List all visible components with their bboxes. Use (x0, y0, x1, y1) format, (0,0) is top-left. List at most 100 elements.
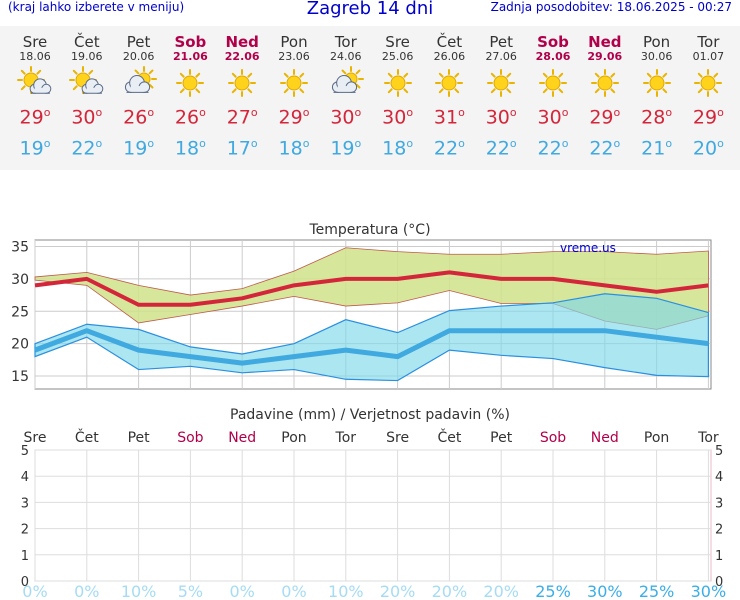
day-date: 22.06 (224, 50, 260, 63)
y-tick-label: 15 (11, 369, 29, 385)
precipitation-probability: 0% (22, 582, 47, 600)
precipitation-plot (34, 449, 712, 582)
x-tick-label: Pon (644, 430, 669, 446)
min-temperature: 19o (123, 137, 155, 160)
day-date: 19.06 (71, 50, 103, 63)
min-temperature: 18o (382, 137, 414, 160)
y-tick-label-left: 2 (21, 523, 29, 538)
day-name: Sre (385, 33, 410, 51)
x-tick-label: Čet (437, 428, 461, 446)
day-date: 18.06 (19, 50, 51, 63)
day-date: 30.06 (640, 50, 673, 63)
max-temperature: 26o (123, 106, 155, 129)
y-tick-label: 35 (11, 239, 29, 255)
min-temperature: 22o (589, 137, 621, 160)
sun-icon (423, 66, 475, 100)
day-column: Čet 26.06 31o 22o (423, 26, 475, 161)
day-column: Čet 19.06 30o 22o (61, 26, 113, 161)
max-temperature: 29o (589, 106, 621, 129)
sun-icon (527, 66, 579, 100)
sun-cloud-icon (9, 66, 61, 100)
day-column: Ned 22.06 27o 17o (216, 26, 268, 161)
temperature-plot (34, 239, 712, 390)
min-temperature: 22o (71, 137, 103, 160)
day-date: 29.06 (587, 50, 623, 63)
day-column: Tor 01.07 29o 20o (682, 26, 734, 161)
precipitation-probability: 20% (483, 582, 519, 600)
y-tick-label-left: 1 (21, 549, 29, 564)
day-column: Tor 24.06 30o 19o (320, 26, 372, 161)
x-tick-label: Sob (177, 430, 203, 446)
x-tick-label: Pet (490, 430, 513, 446)
max-temperature: 29o (692, 106, 724, 129)
day-column: Pet 20.06 26o 19o (113, 26, 165, 161)
x-tick-label: Tor (697, 430, 719, 446)
day-column: Sre 25.06 30o 18o (372, 26, 424, 161)
y-tick-label-right: 4 (715, 470, 723, 485)
day-column: Sob 28.06 30o 22o (527, 26, 579, 161)
min-temperature: 21o (641, 137, 673, 160)
day-name: Čet (74, 33, 100, 51)
min-temperature: 20o (692, 137, 724, 160)
precipitation-probability: 20% (380, 582, 416, 600)
precipitation-probability: 0% (230, 582, 255, 600)
max-temperature: 28o (641, 106, 673, 129)
watermark: vreme.us (560, 241, 616, 255)
cloud-sun-icon (320, 66, 372, 100)
min-temperature-line (34, 328, 709, 366)
precipitation-chart-title: Padavine (mm) / Verjetnost padavin (%) (230, 407, 510, 423)
day-name: Pet (489, 33, 513, 51)
precipitation-probability: 5% (178, 582, 203, 600)
x-tick-label: Sob (540, 430, 566, 446)
precipitation-probability: 30% (691, 582, 727, 600)
day-name: Čet (436, 33, 463, 51)
y-tick-label: 30 (11, 272, 29, 288)
sun-icon (216, 66, 268, 100)
min-temperature: 18o (174, 137, 206, 160)
last-update: Zadnja posodobitev: 18.06.2025 - 00:27 (490, 0, 732, 14)
y-tick-label: 25 (11, 304, 29, 320)
precipitation-probability: 20% (432, 582, 468, 600)
day-date: 01.07 (692, 50, 725, 63)
x-tick-label: Pon (281, 430, 306, 446)
location-hint: (kraj lahko izberete v meniju) (8, 0, 185, 14)
day-date: 23.06 (278, 50, 310, 63)
min-temperature: 22o (537, 137, 569, 160)
day-name: Tor (697, 33, 720, 51)
y-tick-label-right: 5 (715, 444, 723, 459)
precipitation-probability: 10% (121, 582, 157, 600)
sun-icon (475, 66, 527, 100)
max-temperature-line (34, 270, 709, 307)
min-temperature: 22o (485, 137, 517, 160)
day-name: Pon (642, 33, 671, 51)
max-temperature: 30o (382, 106, 414, 129)
day-name: Pet (126, 33, 151, 51)
y-tick-label-left: 3 (21, 496, 29, 511)
min-temperature: 18o (278, 137, 310, 160)
day-name: Pon (280, 33, 308, 51)
x-tick-label: Pet (128, 430, 151, 446)
day-column: Ned 29.06 29o 22o (579, 26, 631, 161)
day-column: Pon 30.06 28o 21o (631, 26, 683, 161)
min-temperature: 22o (433, 137, 465, 160)
day-date: 27.06 (485, 50, 517, 63)
y-tick-label-left: 5 (21, 444, 29, 459)
day-date: 26.06 (433, 50, 466, 63)
y-tick-label-right: 1 (715, 549, 723, 564)
day-name: Sob (174, 33, 207, 51)
day-column: Sob 21.06 26o 18o (164, 26, 216, 161)
max-temperature: 30o (71, 106, 103, 129)
sun-cloud-icon (61, 66, 113, 100)
day-date: 20.06 (122, 50, 155, 63)
sun-icon (268, 66, 320, 100)
day-name: Sre (22, 33, 48, 51)
page-title: Zagreb 14 dni (306, 0, 434, 19)
day-name: Tor (334, 33, 357, 51)
sun-icon (579, 66, 631, 100)
y-tick-label: 20 (11, 337, 29, 353)
max-temperature: 29o (19, 106, 51, 129)
day-date: 28.06 (535, 50, 571, 63)
y-tick-label-right: 0 (715, 575, 723, 590)
max-temperature: 30o (485, 106, 517, 129)
